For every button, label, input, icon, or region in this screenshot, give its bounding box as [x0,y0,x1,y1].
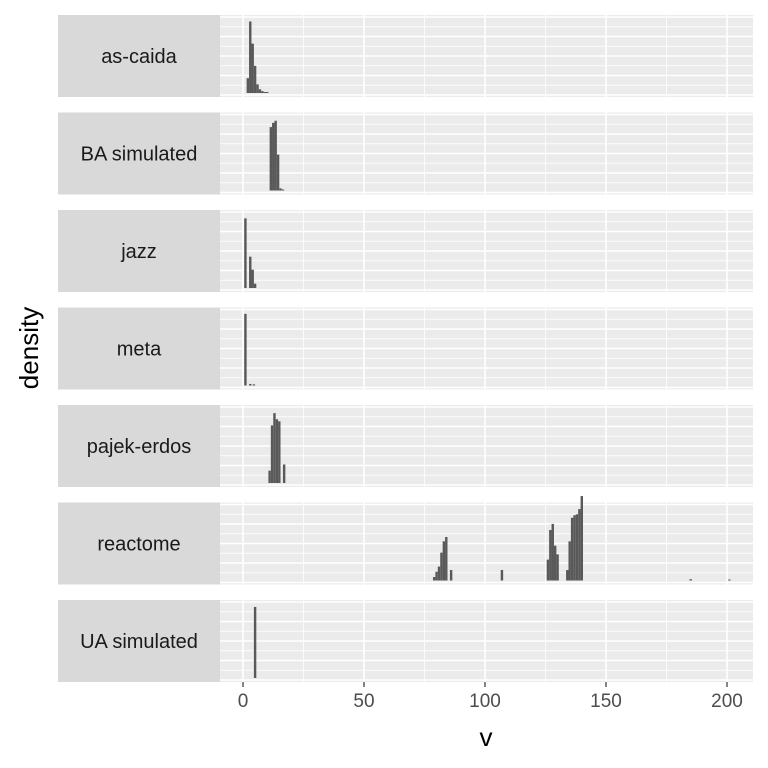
histogram-bar [281,189,285,191]
strip-background [58,600,220,682]
histogram-bar [275,419,279,483]
histogram-bar [573,515,576,581]
facet-label: UA simulated [80,631,198,653]
strip-background [58,210,220,292]
x-tick-label: 100 [469,691,501,712]
histogram-bar [432,577,436,581]
histogram-bar [249,383,252,386]
histogram-bar [246,78,250,93]
histogram-bar [570,517,574,581]
histogram-bar [578,509,581,581]
histogram-bar [253,283,257,288]
histogram-bar [251,269,254,288]
histogram-bar [258,89,262,93]
histogram-bar [253,65,257,93]
histogram-bar [440,552,443,581]
histogram-bar [265,92,269,93]
x-tick-label: 150 [590,691,622,712]
facet-2: BA simulated [58,112,753,195]
histogram-bar [270,425,274,483]
x-tick-label: 50 [353,691,374,712]
facet-3: jazz [58,210,753,292]
y-axis-title: density [14,307,44,389]
histogram-bar [566,570,569,581]
histogram-bar [249,21,252,93]
histogram-bar [253,606,257,678]
x-tick-label: 200 [711,691,743,712]
facet-6: reactome [58,496,753,585]
histogram-bar [252,384,256,386]
facet-label: as-caida [101,46,177,68]
histogram-bar [437,566,441,581]
histogram-bar [274,120,277,191]
histogram-bar [273,413,276,483]
histogram-bar [551,523,554,581]
histogram-bar [549,530,552,581]
strip-background [58,307,220,390]
histogram-bar [449,570,453,581]
strip-background [58,405,220,487]
strip-background [58,112,220,195]
histogram-bar [244,313,247,386]
histogram-bar [261,91,264,93]
histogram-bar [278,421,281,483]
facet-label: jazz [120,241,157,263]
x-tick-label: 0 [238,691,249,712]
histogram-bar [282,464,286,483]
facet-label: reactome [97,534,180,556]
histogram-bar [263,92,266,93]
strip-background [58,502,220,585]
histogram-bar [256,84,259,93]
histogram-bar [556,554,559,581]
strip-background [58,15,220,97]
histogram-bar [268,470,271,483]
histogram-bar [580,496,584,581]
facet-7: UA simulated [58,600,753,682]
histogram-bar [435,571,438,581]
histogram-bar [553,545,557,581]
histogram-bar [251,43,254,93]
facet-label: BA simulated [81,144,198,166]
histogram-bar [445,536,448,581]
histogram-bar [568,541,571,581]
facet-4: meta [58,307,753,390]
histogram-bar [689,579,692,581]
facet-label: pajek-erdos [87,436,192,458]
histogram-bar [249,256,252,288]
facet-1: as-caida [58,15,753,97]
facet-5: pajek-erdos [58,405,753,487]
histogram-bar [279,188,282,191]
histogram-bar [244,218,247,288]
histogram-bar [269,127,273,191]
histogram-bar [546,559,550,581]
histogram-bar [575,514,579,581]
facet-label: meta [117,339,162,361]
histogram-bar [276,154,280,191]
histogram-bar [442,541,446,581]
histogram-bar [272,122,275,191]
x-axis-title: v [480,722,493,752]
histogram-bar [728,579,731,581]
histogram-bar [500,570,504,581]
